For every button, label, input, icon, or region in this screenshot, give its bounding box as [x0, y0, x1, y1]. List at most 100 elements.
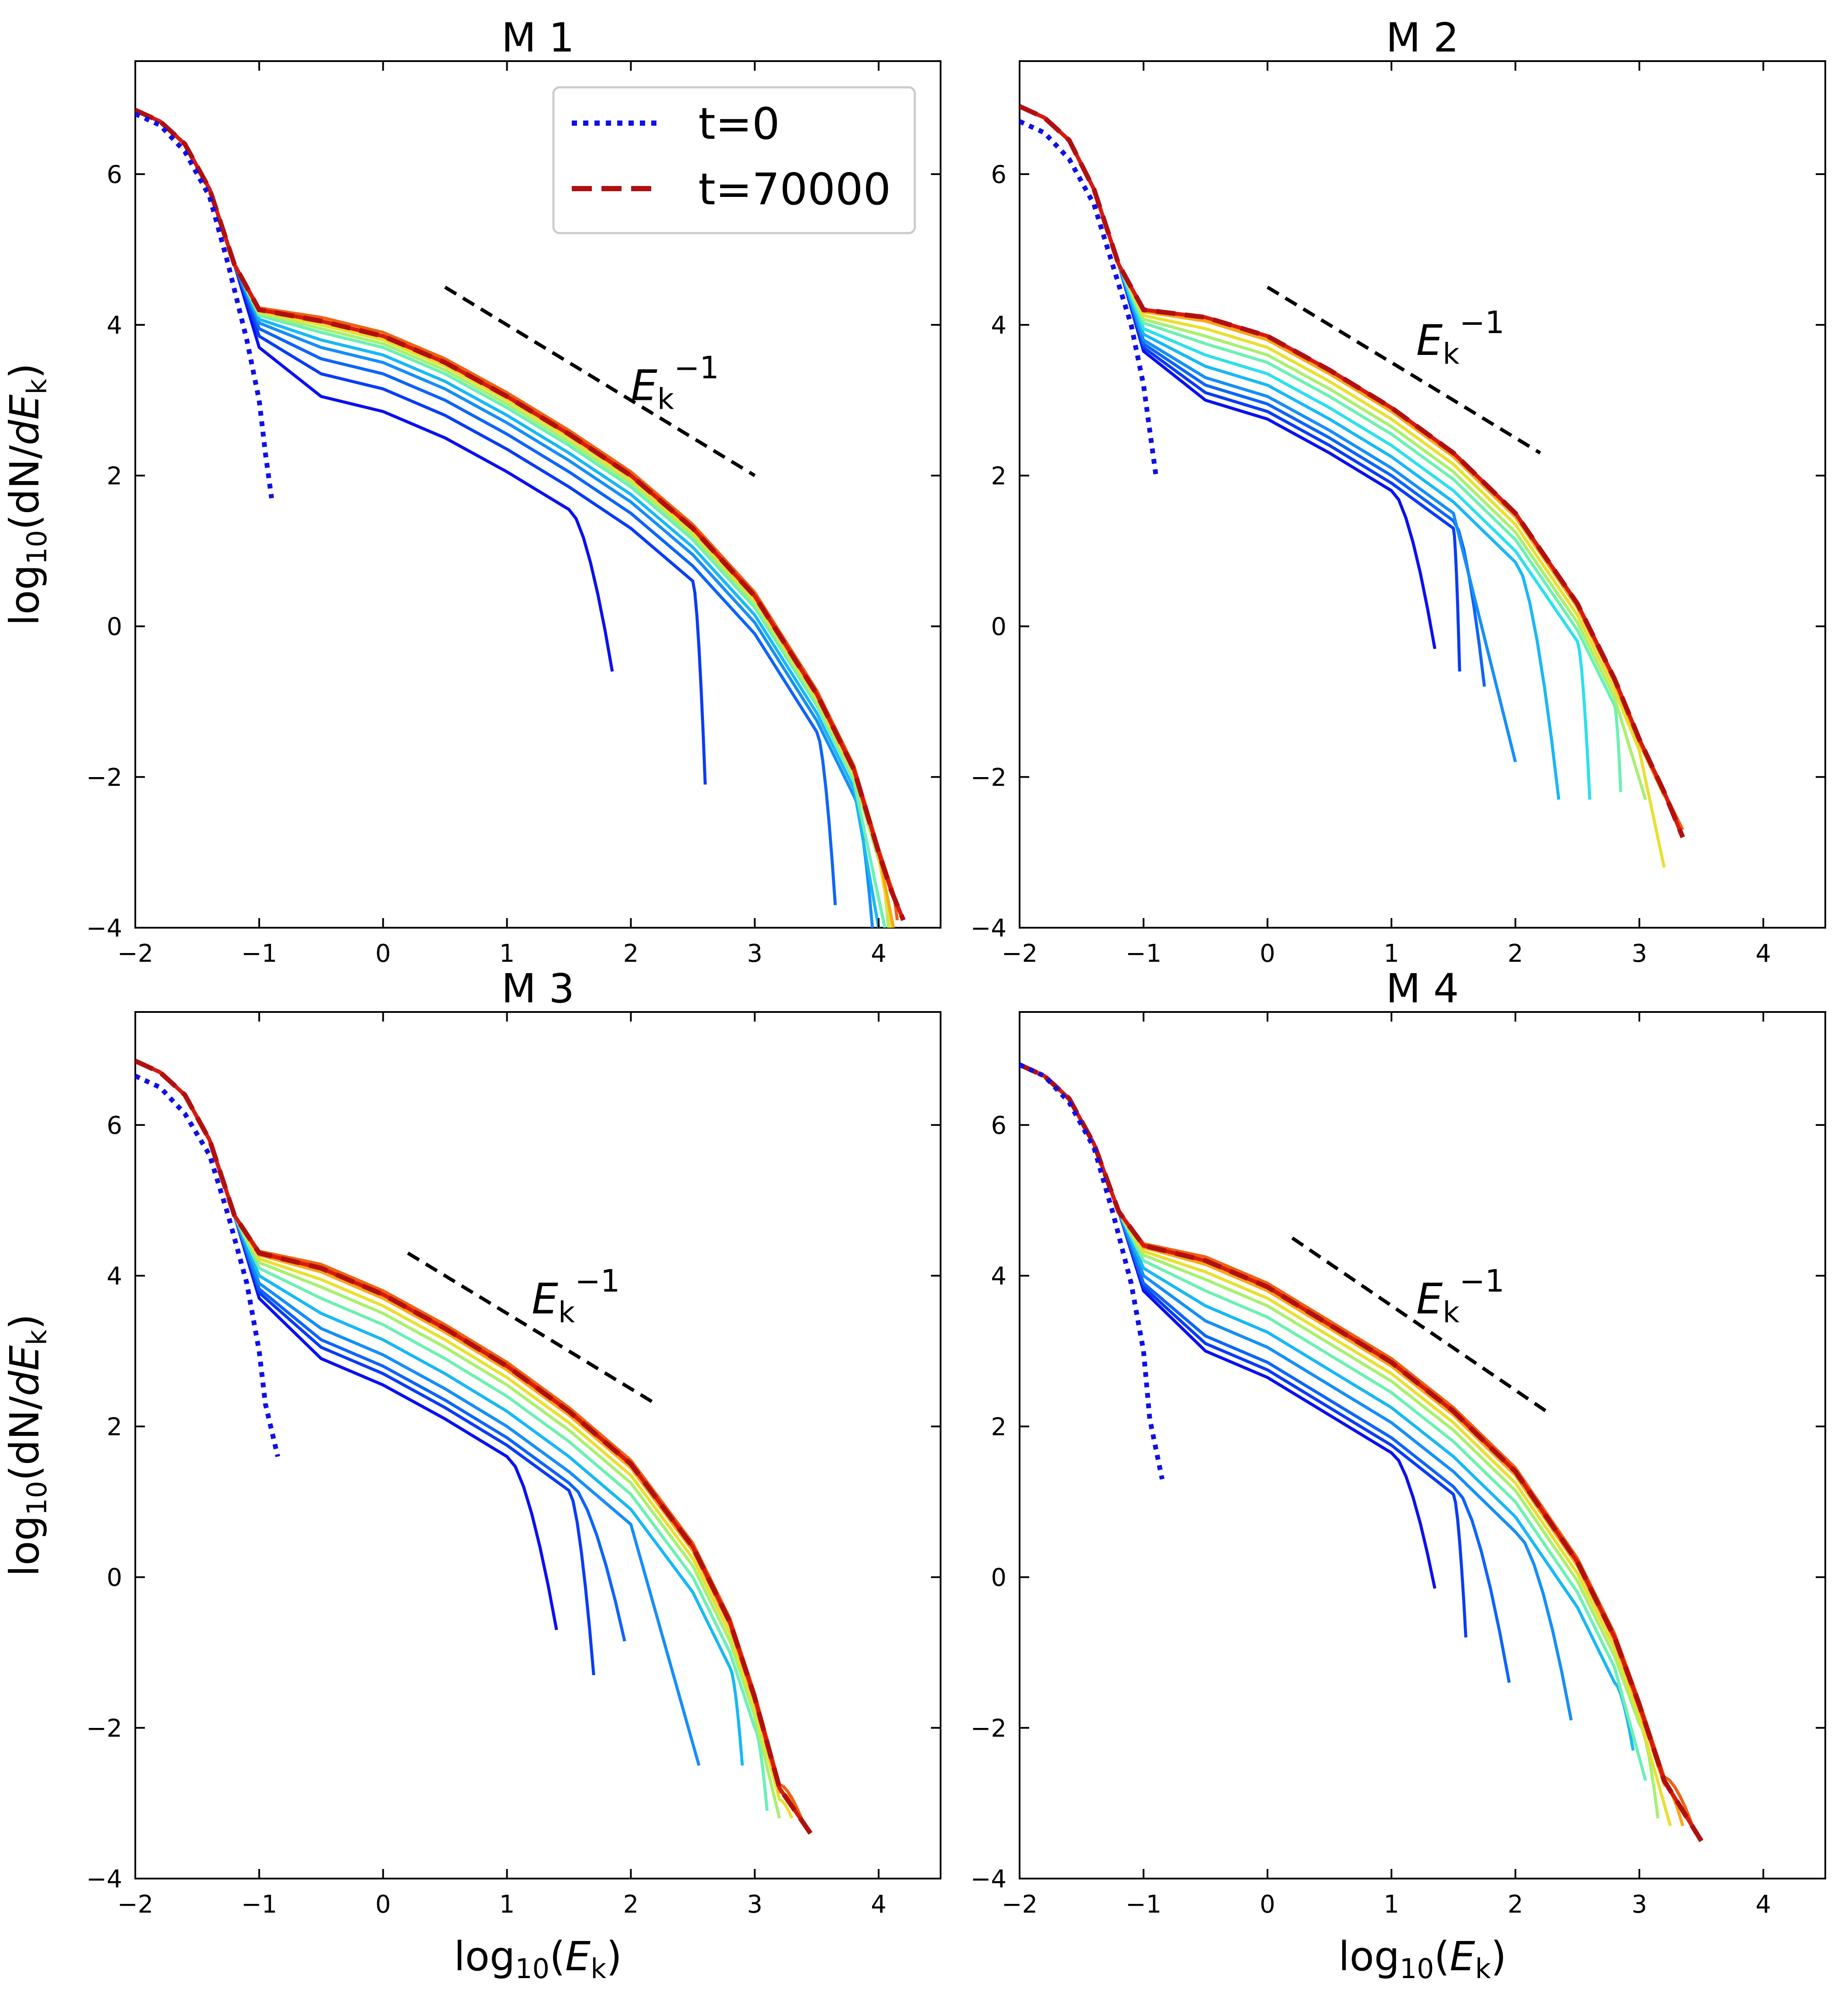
x-tick-label: −2	[117, 939, 154, 968]
reference-slope-label: Ek−1	[631, 350, 719, 416]
ylabel-italic-d: dE	[1, 1346, 48, 1397]
x-tick-label: −1	[1126, 939, 1162, 968]
y-tick-label: 2	[991, 1413, 1006, 1441]
x-tick-label: 0	[1260, 939, 1275, 968]
y-tick-label: 2	[106, 462, 122, 490]
xlabel-subscript: 10	[1400, 1953, 1434, 1985]
x-tick-label: 4	[871, 939, 886, 968]
ylabel-sub-k: k	[21, 379, 53, 395]
x-tick-label: 4	[1755, 1890, 1771, 1919]
series-t0	[135, 111, 274, 499]
series-t70000	[1020, 104, 1685, 838]
x-tick-label: −2	[117, 1890, 154, 1919]
xlabel-close: )	[606, 1933, 622, 1980]
panel-title: M 4	[1386, 965, 1459, 1012]
ylabel-subscript: 10	[21, 530, 53, 564]
x-tick-label: 1	[499, 1890, 515, 1919]
xlabel-sub-k: k	[591, 1953, 606, 1985]
x-tick-label: 3	[1632, 939, 1647, 968]
series-group	[135, 1059, 813, 1835]
panel-title: M 2	[1386, 14, 1459, 61]
series-t0	[1020, 1062, 1164, 1480]
x-tick-label: 2	[623, 1890, 639, 1919]
y-tick-label: 2	[991, 462, 1006, 490]
y-axis-label: log10(dN/dEk)	[1, 1314, 53, 1577]
x-tick-label: −1	[1126, 1890, 1162, 1919]
y-tick-label: −2	[86, 1714, 122, 1743]
series-layer	[1020, 104, 1685, 868]
ylabel-rest: (dN/	[1, 1396, 48, 1481]
plot-area	[134, 60, 941, 929]
series-t0	[135, 1074, 280, 1457]
y-tick-label: −2	[970, 764, 1006, 792]
y-tick-label: 2	[106, 1413, 122, 1441]
y-tick-label: 6	[991, 1112, 1006, 1140]
reference-slope-line	[1291, 1236, 1548, 1413]
series-layer	[135, 1059, 813, 1835]
x-tick-label: 2	[623, 939, 639, 968]
ylabel-subscript: 10	[21, 1481, 53, 1515]
xlabel-sub-k: k	[1475, 1953, 1491, 1985]
series-group	[135, 108, 906, 928]
y-tick-label: 4	[106, 311, 122, 340]
xlabel-italic-e: E	[1450, 1933, 1475, 1980]
x-tick-label: 3	[1632, 1890, 1647, 1919]
x-tick-label: −1	[241, 1890, 278, 1919]
xlabel-italic-e: E	[565, 1933, 591, 1980]
x-tick-label: 1	[499, 939, 515, 968]
ylabel-rest: (dN/	[1, 445, 48, 530]
x-tick-label: 3	[747, 939, 763, 968]
y-tick-label: 4	[991, 1262, 1006, 1291]
x-tick-label: 4	[871, 1890, 886, 1919]
x-tick-label: 1	[1384, 1890, 1399, 1919]
x-tick-label: 0	[375, 1890, 391, 1919]
xlabel-open: (	[550, 1933, 565, 1980]
xlabel-open: (	[1434, 1933, 1450, 1980]
y-tick-label: 6	[991, 161, 1006, 189]
series-group	[1020, 104, 1685, 868]
series-t70000	[135, 108, 906, 921]
plot-area	[134, 1011, 941, 1879]
legend: t=0 t=70000	[552, 86, 916, 234]
y-tick-label: −4	[970, 914, 1006, 943]
annotation: Ek−1	[1266, 286, 1541, 454]
x-tick-label: 0	[1260, 1890, 1275, 1919]
y-tick-label: 4	[106, 1262, 122, 1291]
ylabel-sub-k: k	[21, 1330, 53, 1346]
reference-slope-label: Ek−1	[532, 1263, 620, 1329]
y-tick-label: 0	[991, 613, 1006, 641]
x-tick-label: 3	[747, 1890, 763, 1919]
x-tick-label: 1	[1384, 939, 1399, 968]
y-tick-label: 6	[106, 1112, 122, 1140]
panel-title: M 1	[502, 14, 574, 61]
xlabel-subscript: 10	[515, 1953, 550, 1985]
y-axis-label: log10(dN/dEk)	[1, 363, 53, 626]
reference-slope-line	[1266, 286, 1541, 454]
x-tick-label: −2	[1002, 1890, 1038, 1919]
y-tick-label: −4	[970, 1865, 1006, 1893]
series-layer	[1020, 1062, 1704, 1842]
y-tick-label: 0	[106, 1564, 122, 1592]
reference-slope-line	[407, 1251, 657, 1405]
reference-slope-label: Ek−1	[1416, 305, 1505, 371]
y-tick-label: 0	[991, 1564, 1006, 1592]
x-tick-label: 2	[1508, 1890, 1523, 1919]
y-tick-label: −2	[86, 764, 122, 792]
panel-title: M 3	[502, 965, 574, 1012]
ylabel-close: )	[1, 363, 48, 379]
x-tick-label: −2	[1002, 939, 1038, 968]
annotation: Ek−1	[1291, 1236, 1548, 1413]
plot-area	[1019, 1011, 1826, 1879]
annotation: Ek−1	[407, 1251, 657, 1405]
x-tick-label: 0	[375, 939, 391, 968]
